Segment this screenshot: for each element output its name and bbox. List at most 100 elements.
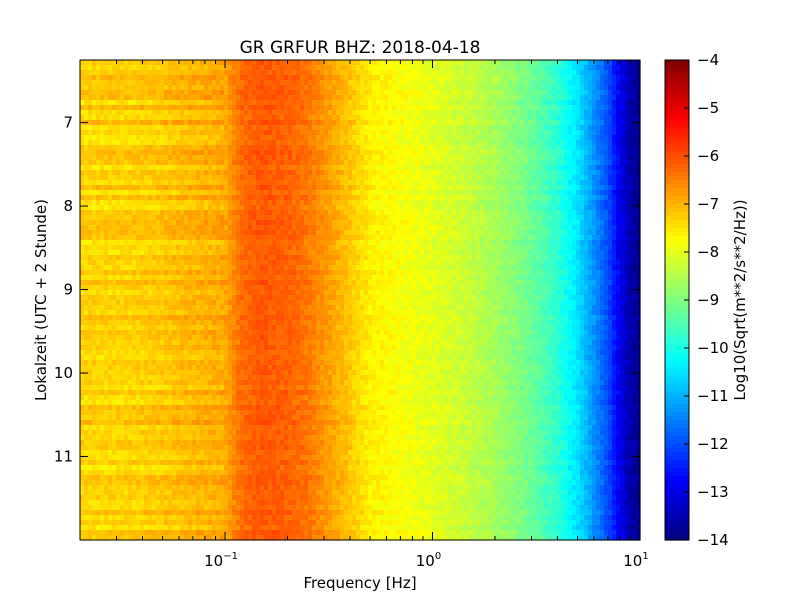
spectrogram-cell: [152, 520, 157, 526]
spectrogram-cell: [120, 300, 125, 306]
spectrogram-cell: [184, 265, 189, 271]
spectrogram-cell: [172, 115, 177, 121]
spectrogram-cell: [172, 275, 177, 281]
spectrogram-cell: [220, 150, 225, 156]
spectrogram-cell: [272, 90, 277, 96]
spectrogram-cell: [92, 175, 97, 181]
spectrogram-cell: [152, 315, 157, 321]
spectrogram-cell: [140, 210, 145, 216]
spectrogram-cell: [140, 185, 145, 191]
spectrogram-cell: [164, 155, 169, 161]
spectrogram-cell: [92, 235, 97, 241]
spectrogram-cell: [240, 455, 245, 461]
spectrogram-cell: [200, 60, 205, 66]
spectrogram-cell: [140, 175, 145, 181]
spectrogram-cell: [200, 200, 205, 206]
spectrogram-cell: [276, 460, 281, 466]
spectrogram-cell: [196, 330, 201, 336]
spectrogram-cell: [224, 375, 229, 381]
spectrogram-cell: [140, 345, 145, 351]
spectrogram-cell: [104, 350, 109, 356]
spectrogram-cell: [280, 360, 285, 366]
spectrogram-cell: [84, 280, 89, 286]
spectrogram-cell: [116, 175, 121, 181]
spectrogram-cell: [176, 355, 181, 361]
spectrogram-cell: [228, 155, 233, 161]
spectrogram-cell: [96, 530, 101, 536]
spectrogram-cell: [176, 460, 181, 466]
spectrogram-cell: [152, 260, 157, 266]
spectrogram-cell: [236, 170, 241, 176]
spectrogram-cell: [196, 115, 201, 121]
spectrogram-cell: [204, 175, 209, 181]
spectrogram-cell: [104, 510, 109, 516]
spectrogram-cell: [240, 475, 245, 481]
spectrogram-cell: [104, 330, 109, 336]
spectrogram-cell: [216, 340, 221, 346]
spectrogram-cell: [220, 300, 225, 306]
spectrogram-cell: [244, 215, 249, 221]
spectrogram-cell: [152, 275, 157, 281]
spectrogram-cell: [256, 365, 261, 371]
spectrogram-cell: [92, 255, 97, 261]
spectrogram-cell: [188, 440, 193, 446]
spectrogram-cell: [236, 375, 241, 381]
spectrogram-cell: [280, 155, 285, 161]
spectrogram-cell: [260, 520, 265, 526]
spectrogram-cell: [88, 520, 93, 526]
spectrogram-cell: [256, 530, 261, 536]
spectrogram-cell: [124, 80, 129, 86]
spectrogram-cell: [240, 490, 245, 496]
spectrogram-cell: [124, 310, 129, 316]
spectrogram-cell: [92, 485, 97, 491]
spectrogram-cell: [216, 220, 221, 226]
spectrogram-cell: [208, 505, 213, 511]
spectrogram-cell: [280, 165, 285, 171]
spectrogram-cell: [176, 430, 181, 436]
spectrogram-cell: [196, 185, 201, 191]
spectrogram-cell: [192, 245, 197, 251]
spectrogram-cell: [180, 350, 185, 356]
spectrogram-cell: [132, 270, 137, 276]
spectrogram-cell: [244, 520, 249, 526]
spectrogram-cell: [276, 200, 281, 206]
spectrogram-cell: [88, 320, 93, 326]
spectrogram-cell: [184, 125, 189, 131]
spectrogram-cell: [264, 140, 269, 146]
spectrogram-cell: [232, 395, 237, 401]
spectrogram-cell: [144, 375, 149, 381]
spectrogram-cell: [136, 495, 141, 501]
spectrogram-cell: [284, 515, 289, 521]
spectrogram-cell: [100, 105, 105, 111]
spectrogram-cell: [184, 165, 189, 171]
spectrogram-cell: [188, 385, 193, 391]
spectrogram-cell: [116, 240, 121, 246]
spectrogram-cell: [220, 220, 225, 226]
spectrogram-cell: [268, 350, 273, 356]
spectrogram-cell: [192, 250, 197, 256]
spectrogram-cell: [80, 455, 85, 461]
spectrogram-cell: [160, 400, 165, 406]
spectrogram-cell: [120, 170, 125, 176]
spectrogram-cell: [256, 165, 261, 171]
spectrogram-cell: [104, 480, 109, 486]
spectrogram-cell: [136, 60, 141, 66]
spectrogram-cell: [172, 325, 177, 331]
spectrogram-cell: [228, 310, 233, 316]
spectrogram-cell: [232, 325, 237, 331]
spectrogram-cell: [236, 220, 241, 226]
spectrogram-cell: [144, 225, 149, 231]
spectrogram-cell: [136, 285, 141, 291]
spectrogram-cell: [220, 225, 225, 231]
spectrogram-cell: [284, 235, 289, 241]
spectrogram-cell: [120, 400, 125, 406]
spectrogram-cell: [240, 380, 245, 386]
spectrogram-cell: [244, 155, 249, 161]
spectrogram-cell: [252, 190, 257, 196]
spectrogram-cell: [256, 135, 261, 141]
spectrogram-cell: [276, 90, 281, 96]
spectrogram-cell: [260, 310, 265, 316]
spectrogram-cell: [252, 415, 257, 421]
spectrogram-cell: [80, 405, 85, 411]
spectrogram-cell: [200, 130, 205, 136]
